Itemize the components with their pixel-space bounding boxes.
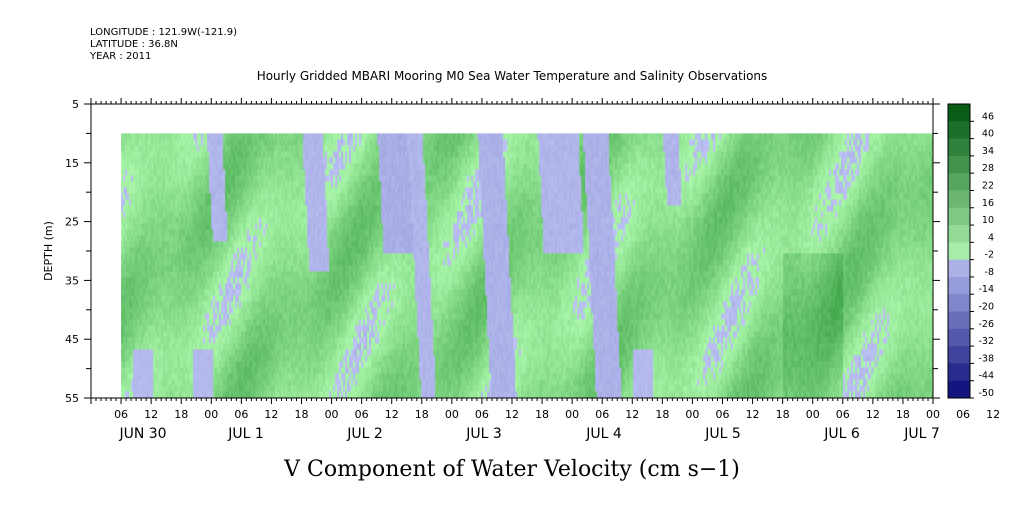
colorbar-swatch xyxy=(948,277,970,295)
heatmap-field xyxy=(121,133,933,403)
colorbar-tick-labels: 46 40 34 28 22 16 10 4 -2 -8 -14 -20 -26 -32 -38 -44 -50 xyxy=(970,111,994,399)
x-hour-label: 00 xyxy=(685,408,699,421)
x-hour-label: 00 xyxy=(806,408,820,421)
x-hour-label: 18 xyxy=(295,408,309,421)
x-hour-label: 00 xyxy=(565,408,579,421)
colorbar-swatch xyxy=(948,190,970,208)
x-hour-label: 06 xyxy=(475,408,489,421)
colorbar-tick-label: 22 xyxy=(982,180,994,191)
x-hour-label: 06 xyxy=(234,408,248,421)
x-hour-label: 12 xyxy=(144,408,158,421)
x-day-label: JUL 7 xyxy=(903,426,940,442)
y-tick-label: 35 xyxy=(65,274,79,287)
y-tick-label: 55 xyxy=(65,392,79,405)
x-hour-label: 18 xyxy=(655,408,669,421)
year-label: YEAR : 2011 xyxy=(89,51,151,62)
x-day-label: JUL 6 xyxy=(823,426,860,442)
y-tick-label: 45 xyxy=(65,333,79,346)
colorbar-swatch xyxy=(948,363,970,381)
x-hour-label: 18 xyxy=(415,408,429,421)
y-tick-label: 25 xyxy=(65,216,79,229)
longitude-label: LONGITUDE : 121.9W(-121.9) xyxy=(90,27,237,38)
x-hour-label: 12 xyxy=(385,408,399,421)
colorbar-swatch xyxy=(948,173,970,191)
colorbar-tick-label: -38 xyxy=(978,353,994,364)
x-hour-label: 06 xyxy=(355,408,369,421)
x-axis-hour-labels: 06 12 18 00 06 12 18 00 06 12 18 00 06 12 18 00 06 12 18 00… xyxy=(114,408,1009,421)
colorbar-swatch xyxy=(948,260,970,278)
x-hour-label: 18 xyxy=(174,408,188,421)
colorbar-tick-label: -14 xyxy=(978,284,994,295)
y-axis-tick-labels: 5 15 25 35 45 55 xyxy=(65,98,79,405)
colorbar-swatch xyxy=(948,294,970,312)
colorbar-swatch xyxy=(948,156,970,174)
x-hour-label: 12 xyxy=(505,408,519,421)
colorbar-tick-label: -32 xyxy=(978,336,994,347)
y-tick-label: 15 xyxy=(65,157,79,170)
x-hour-label: 00 xyxy=(325,408,339,421)
colorbar-tick-label: 16 xyxy=(982,198,994,209)
x-hour-label: 18 xyxy=(535,408,549,421)
variable-label: V Component of Water Velocity (cm s−1) xyxy=(283,457,740,482)
colorbar-tick-label: -26 xyxy=(978,319,994,330)
x-day-label: JUL 3 xyxy=(465,426,502,442)
y-axis-label: DEPTH (m) xyxy=(42,221,55,281)
x-hour-label: 00 xyxy=(204,408,218,421)
colorbar-tick-label: -44 xyxy=(978,371,994,382)
colorbar-tick-label: 4 xyxy=(988,232,994,243)
colorbar-swatch xyxy=(948,329,970,347)
x-hour-label: 06 xyxy=(836,408,850,421)
x-hour-label: 12 xyxy=(264,408,278,421)
x-hour-label: 12 xyxy=(746,408,760,421)
latitude-label: LATITUDE : 36.8N xyxy=(90,39,178,50)
colorbar-swatch xyxy=(948,381,970,399)
x-hour-label: 06 xyxy=(956,408,970,421)
colorbar-tick-label: -2 xyxy=(985,250,994,261)
colorbar-swatch xyxy=(948,208,970,226)
colorbar-swatch xyxy=(948,312,970,330)
x-hour-label: 12 xyxy=(625,408,639,421)
colorbar-tick-label: -20 xyxy=(978,302,994,313)
x-hour-label: 00 xyxy=(445,408,459,421)
colorbar-swatch xyxy=(948,225,970,243)
colorbar-tick-label: 46 xyxy=(982,111,994,122)
x-hour-label: 18 xyxy=(776,408,790,421)
colorbar xyxy=(948,104,970,399)
x-hour-label: 18 xyxy=(896,408,910,421)
colorbar-swatch xyxy=(948,104,970,122)
x-day-label: JUL 5 xyxy=(704,426,741,442)
chart-title: Hourly Gridded MBARI Mooring M0 Sea Wate… xyxy=(257,69,768,83)
x-day-label: JUN 30 xyxy=(118,426,166,442)
colorbar-tick-label: 10 xyxy=(982,215,994,226)
colorbar-tick-label: 40 xyxy=(982,129,994,140)
x-day-label: JUL 4 xyxy=(585,426,622,442)
x-day-label: JUL 2 xyxy=(346,426,383,442)
colorbar-tick-label: 28 xyxy=(982,163,994,174)
colorbar-swatch xyxy=(948,242,970,260)
x-day-label: JUL 1 xyxy=(227,426,264,442)
x-hour-label: 06 xyxy=(716,408,730,421)
y-tick-label: 5 xyxy=(72,98,79,111)
x-hour-label: 06 xyxy=(114,408,128,421)
colorbar-tick-label: -50 xyxy=(978,388,994,399)
x-axis-day-labels: JUN 30 JUL 1 JUL 2 JUL 3 JUL 4 JUL 5 JUL 6 JUL … xyxy=(118,426,939,442)
colorbar-tick-label: 34 xyxy=(982,146,994,157)
x-hour-label: 00 xyxy=(926,408,940,421)
colorbar-swatch xyxy=(948,346,970,364)
colorbar-swatch xyxy=(948,139,970,157)
colorbar-swatch xyxy=(948,121,970,139)
x-hour-label: 12 xyxy=(866,408,880,421)
colorbar-tick-label: -8 xyxy=(985,267,994,278)
x-hour-label: 06 xyxy=(595,408,609,421)
x-hour-label: 12 xyxy=(986,408,1000,421)
